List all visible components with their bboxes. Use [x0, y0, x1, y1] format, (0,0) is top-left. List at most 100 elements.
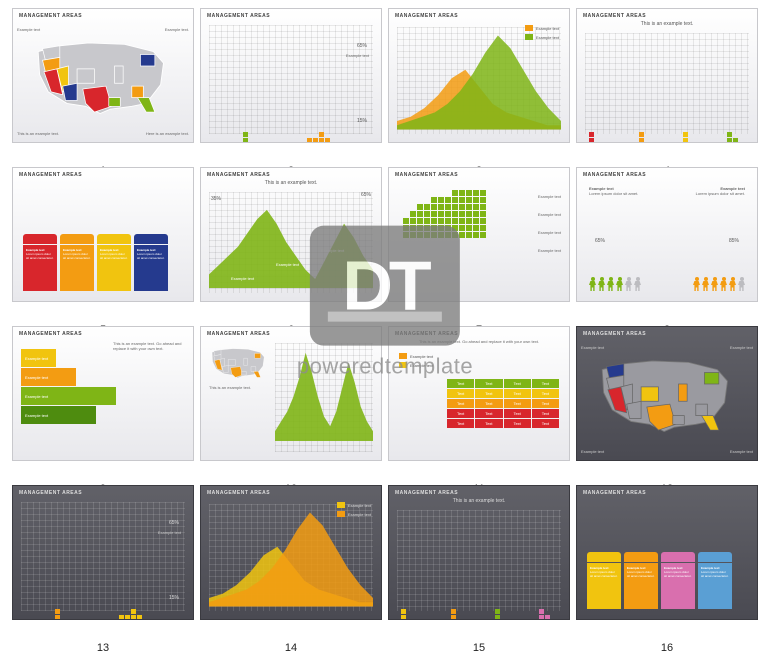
- slide-5[interactable]: MANAGEMENT AREAS Example textLorem ipsum…: [12, 167, 194, 302]
- funnel-row: Example text: [21, 349, 56, 367]
- matrix-cell: Text: [475, 389, 502, 398]
- legend: Example text Example text: [399, 353, 433, 368]
- pct-left: 65%: [357, 43, 367, 49]
- callout: Example text: [581, 345, 604, 350]
- pct-left: 35%: [211, 196, 221, 202]
- person-icon: [738, 277, 745, 291]
- slide-10[interactable]: MANAGEMENT AREAS This is an example text…: [200, 326, 382, 461]
- matrix-cell: Text: [475, 379, 502, 388]
- slide-title: MANAGEMENT AREAS: [19, 172, 82, 178]
- slide-9[interactable]: MANAGEMENT AREASThis is an example text.…: [12, 326, 194, 461]
- chart-title: This is an example text. Go ahead and re…: [397, 339, 561, 344]
- matrix-cell: Text: [532, 419, 559, 428]
- person-icon: [720, 277, 727, 291]
- slide-12[interactable]: MANAGEMENT AREAS Example text Example tex…: [576, 326, 758, 461]
- slide-title: MANAGEMENT AREAS: [395, 172, 458, 178]
- sidenote: This is an example text.: [209, 385, 269, 390]
- area-chart: [209, 196, 373, 288]
- inline-label: Example text: [276, 262, 299, 267]
- slide-title: MANAGEMENT AREAS: [583, 490, 646, 496]
- matrix-cell: Text: [447, 419, 474, 428]
- slide-title: MANAGEMENT AREAS: [207, 172, 270, 178]
- slide-4[interactable]: MANAGEMENT AREAS This is an example text.: [576, 8, 758, 143]
- slide-title: MANAGEMENT AREAS: [207, 13, 270, 19]
- matrix-cell: Text: [447, 379, 474, 388]
- matrix-cell: Text: [447, 399, 474, 408]
- callout: Here is an example text.: [146, 131, 189, 136]
- person-icon: [589, 277, 596, 291]
- slide-title: MANAGEMENT AREAS: [583, 331, 646, 337]
- side-label: Example text: [538, 248, 561, 253]
- legend-label: Example text: [348, 512, 371, 517]
- slide-1[interactable]: MANAGEMENT AREAS Example text Example tex…: [12, 8, 194, 143]
- info-box: Example textLorem ipsum dolor sit amet c…: [134, 234, 168, 291]
- slide-number: 15: [388, 642, 570, 654]
- matrix-cell: Text: [504, 379, 531, 388]
- side-label: Example text: [538, 230, 561, 235]
- matrix-cell: Text: [504, 389, 531, 398]
- side-label: Example text: [538, 212, 561, 217]
- callout: This is an example text.: [17, 131, 59, 136]
- legend: Example text Example text: [525, 25, 559, 40]
- slide-title: MANAGEMENT AREAS: [395, 13, 458, 19]
- person-icon: [625, 277, 632, 291]
- chart-grid: [209, 25, 373, 134]
- slide-13[interactable]: MANAGEMENT AREAS65%15%Example text: [12, 485, 194, 620]
- mini-map: [209, 343, 269, 383]
- info-boxes: Example textLorem ipsum dolor sit amet c…: [23, 234, 168, 291]
- callout: Example text.: [165, 27, 189, 32]
- slide-grid: MANAGEMENT AREAS Example textExample tex…: [0, 0, 770, 642]
- matrix-cell: Text: [504, 409, 531, 418]
- funnel-row: Example text: [21, 368, 76, 386]
- chart-title: This is an example text.: [389, 498, 569, 504]
- matrix-cell: Text: [475, 409, 502, 418]
- matrix-cell: Text: [532, 389, 559, 398]
- person-icon: [711, 277, 718, 291]
- legend-label: Example text: [536, 26, 559, 31]
- info-box: Example textLorem ipsum dolor sit amet c…: [23, 234, 57, 291]
- people-right: [693, 277, 745, 291]
- slide-11[interactable]: MANAGEMENT AREASThis is an example text.…: [388, 326, 570, 461]
- sidenote: This is an example text. Go ahead and re…: [113, 341, 185, 351]
- chart-grid: [397, 510, 561, 611]
- slide-6[interactable]: MANAGEMENT AREAS This is an example text.…: [200, 167, 382, 302]
- chart-title: This is an example text.: [577, 21, 757, 27]
- h-funnel: Example textExample textExample textExam…: [21, 349, 116, 424]
- pct-right: 15%: [357, 118, 367, 124]
- area-chart: [275, 343, 373, 441]
- legend: Example text Example text: [337, 502, 371, 517]
- chart-title: This is an example text.: [201, 180, 381, 186]
- matrix: TextTextTextTextTextTextTextTextTextText…: [447, 379, 559, 428]
- funnel-row: Example text: [21, 406, 96, 424]
- pct-right: 15%: [169, 595, 179, 601]
- info-box: Example textLorem ipsum dolor sit amet c…: [661, 552, 695, 609]
- people-left: [589, 277, 641, 291]
- left-desc: Example textLorem ipsum dolor sit amet.: [589, 186, 659, 196]
- slide-15[interactable]: MANAGEMENT AREAS This is an example text.: [388, 485, 570, 620]
- slide-8[interactable]: MANAGEMENT AREASExample textLorem ipsum …: [576, 167, 758, 302]
- slide-number: 13: [12, 642, 194, 654]
- callout: Example text: [730, 345, 753, 350]
- matrix-cell: Text: [504, 419, 531, 428]
- matrix-cell: Text: [532, 409, 559, 418]
- inline-label: Example text: [231, 276, 254, 281]
- slide-7[interactable]: MANAGEMENT AREAS Example text Example text…: [388, 167, 570, 302]
- slide-title: MANAGEMENT AREAS: [395, 490, 458, 496]
- side-label: Example text: [538, 194, 561, 199]
- label: Example text: [158, 530, 181, 535]
- slide-2[interactable]: MANAGEMENT AREAS65%15%Example text: [200, 8, 382, 143]
- slide-title: MANAGEMENT AREAS: [19, 490, 82, 496]
- right-desc: Example textLorem ipsum dolor sit amet.: [675, 186, 745, 196]
- slide-title: MANAGEMENT AREAS: [19, 13, 82, 19]
- funnel-row: Example text: [21, 387, 116, 405]
- person-icon: [729, 277, 736, 291]
- slide-3[interactable]: MANAGEMENT AREAS Example text Example te…: [388, 8, 570, 143]
- slide-16[interactable]: MANAGEMENT AREAS Example textLorem ipsum…: [576, 485, 758, 620]
- matrix-cell: Text: [532, 379, 559, 388]
- legend-label: Example text: [348, 503, 371, 508]
- us-map: [31, 23, 175, 132]
- slide-14[interactable]: MANAGEMENT AREAS Example text Example te…: [200, 485, 382, 620]
- callout: Example text: [17, 27, 40, 32]
- slide-title: MANAGEMENT AREAS: [583, 13, 646, 19]
- person-icon: [693, 277, 700, 291]
